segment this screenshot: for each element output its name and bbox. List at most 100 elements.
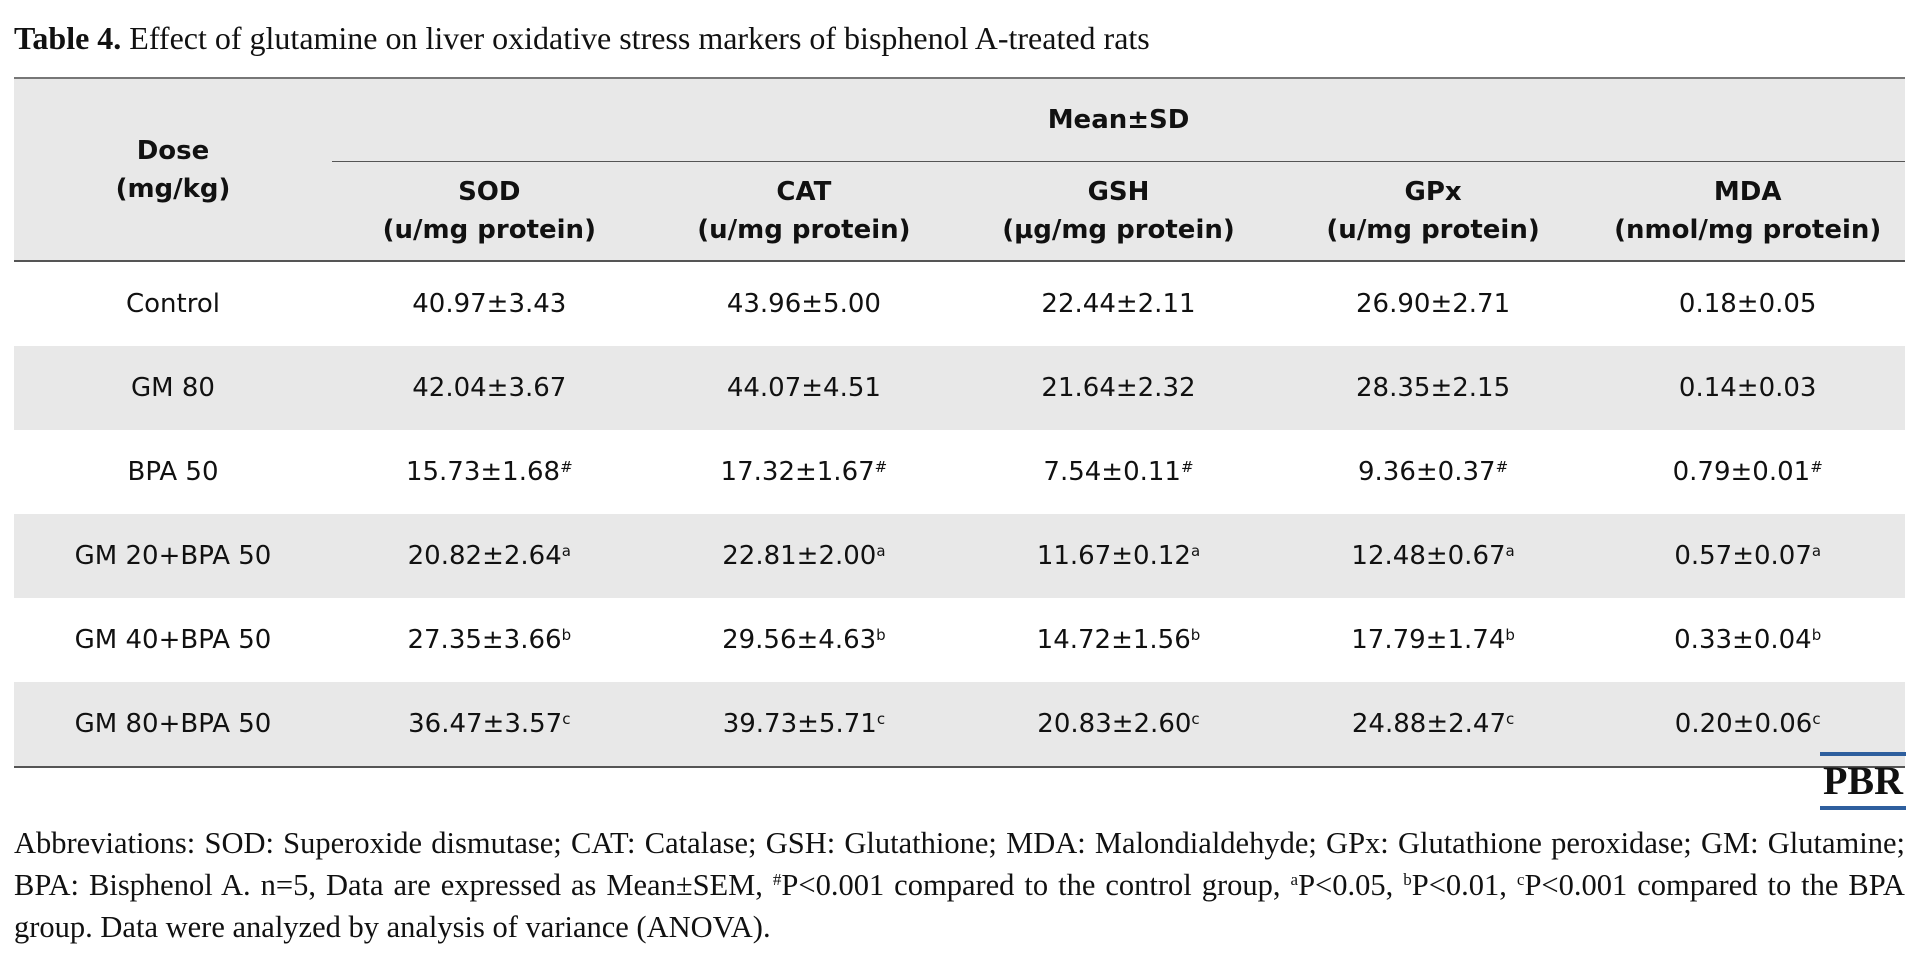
value-text: 0.33±0.04: [1674, 625, 1812, 655]
value-text: 26.90±2.71: [1356, 289, 1511, 319]
significance-marker: b: [561, 626, 572, 644]
value-text: 27.35±3.66: [407, 625, 562, 655]
value-text: 22.81±2.00: [722, 541, 877, 571]
dose-cell: GM 80: [14, 346, 332, 430]
footnote-text-5: P<0.001 compared to the BPA group. Data …: [14, 868, 1905, 944]
value-cell: 28.35±2.15: [1275, 346, 1591, 430]
caption-label: Table 4.: [14, 20, 122, 56]
value-cell: 0.57±0.07a: [1590, 514, 1906, 598]
value-cell: 17.79±1.74b: [1276, 598, 1591, 682]
value-text: 0.57±0.07: [1674, 541, 1812, 571]
dose-header-title: Dose: [136, 135, 210, 166]
value-text: 44.07±4.51: [726, 373, 881, 403]
dose-cell: Control: [126, 289, 220, 319]
footnote-text-3: P<0.05,: [1298, 868, 1404, 902]
value-cell: 36.47±3.57c: [332, 682, 647, 768]
dose-cell: BPA 50: [127, 457, 219, 487]
data-table-container: Dose (mg/kg) Mean±SD SOD (u/mg protein) CA…: [14, 77, 1906, 768]
column-header-cat: CAT (u/mg protein): [646, 161, 962, 262]
value-cell: 0.14±0.03: [1590, 346, 1906, 430]
table-row: GM 20+BPA 50 20.82±2.64a 22.81±2.00a 11.67±…: [14, 514, 1906, 598]
footnote-text-4: P<0.01,: [1411, 868, 1517, 902]
value-text: 9.36±0.37: [1358, 457, 1496, 487]
column-unit: (u/mg protein): [697, 215, 911, 245]
footnote-text-1: Abbreviations: SOD: Superoxide dismutase…: [14, 826, 1905, 902]
significance-marker: #: [560, 458, 573, 476]
column-unit: (u/mg protein): [382, 215, 596, 245]
value-cell: 15.73±1.68#: [332, 430, 647, 514]
value-text: 17.79±1.74: [1351, 625, 1506, 655]
logo-text: PBR: [1823, 758, 1903, 803]
value-cell: 7.54±0.11#: [961, 430, 1276, 514]
column-header-sod: SOD (u/mg protein): [332, 161, 647, 262]
logo-bottom-bar: [1820, 806, 1906, 810]
value-text: 28.35±2.15: [1356, 373, 1511, 403]
value-text: 24.88±2.47: [1351, 709, 1506, 739]
table-body: Control 40.97±3.43 43.96±5.00 22.44±2.11 26.…: [14, 261, 1906, 768]
value-text: 20.82±2.64: [407, 541, 562, 571]
value-text: 39.73±5.71: [722, 709, 877, 739]
value-cell: 17.32±1.67#: [647, 430, 962, 514]
dose-header-unit: (mg/kg): [115, 173, 231, 204]
significance-marker: b: [876, 626, 886, 644]
significance-marker: #: [1810, 458, 1823, 476]
value-text: 29.56±4.63: [722, 625, 877, 655]
caption-text: Effect of glutamine on liver oxidative s…: [129, 20, 1150, 56]
footnote-text-2: P<0.001 compared to the control group,: [781, 868, 1291, 902]
significance-marker: a: [1811, 542, 1822, 560]
significance-marker: b: [1811, 626, 1822, 644]
dose-cell: GM 20+BPA 50: [14, 514, 332, 598]
significance-marker: a: [1190, 542, 1201, 560]
significance-marker: b: [1505, 626, 1515, 644]
value-text: 42.04±3.67: [412, 373, 567, 403]
value-cell: 42.04±3.67: [332, 346, 647, 430]
table-footnote: Abbreviations: SOD: Superoxide dismutase…: [14, 822, 1905, 948]
significance-marker: c: [1506, 710, 1515, 728]
mean-sd-group-header: Mean±SD: [332, 78, 1906, 162]
value-cell: 12.48±0.67a: [1275, 514, 1591, 598]
significance-marker: c: [1191, 710, 1200, 728]
significance-marker: #: [1495, 458, 1509, 476]
significance-marker: #: [874, 458, 888, 476]
value-cell: 22.81±2.00a: [646, 514, 962, 598]
significance-marker: c: [876, 710, 886, 728]
value-text: 0.14±0.03: [1678, 373, 1817, 403]
value-cell: 20.83±2.60c: [961, 682, 1276, 768]
table-row: GM 40+BPA 50 27.35±3.66b 29.56±4.63b 14.72±…: [14, 598, 1905, 682]
value-text: 0.20±0.06: [1674, 709, 1813, 739]
significance-marker: a: [1505, 542, 1515, 560]
significance-marker: c: [562, 710, 571, 728]
column-name: GSH: [1087, 177, 1150, 207]
significance-marker: a: [876, 542, 886, 560]
value-text: 21.64±2.32: [1041, 373, 1196, 403]
value-cell: 24.88±2.47c: [1275, 682, 1591, 768]
value-cell: 0.18±0.05: [1590, 261, 1905, 346]
oxidative-stress-table: Dose (mg/kg) Mean±SD SOD (u/mg protein) CA…: [14, 77, 1906, 768]
dose-cell: GM 80+BPA 50: [14, 682, 332, 768]
column-header-row: SOD (u/mg protein) CAT (u/mg protein) GSH (µg…: [14, 161, 1906, 262]
value-cell: 44.07±4.51: [646, 346, 962, 430]
value-text: 15.73±1.68: [405, 457, 561, 487]
significance-marker: b: [1190, 626, 1201, 644]
column-name: SOD: [458, 177, 521, 207]
value-cell: 39.73±5.71c: [646, 682, 962, 768]
column-name: CAT: [776, 177, 832, 207]
footnote-marker-c: c: [1516, 870, 1525, 889]
column-header-gpx: GPx (u/mg protein): [1275, 161, 1591, 262]
value-text: 17.32±1.67: [720, 457, 875, 487]
value-text: 22.44±2.11: [1041, 289, 1196, 319]
table-row: Control 40.97±3.43 43.96±5.00 22.44±2.11 26.…: [14, 261, 1905, 346]
pbr-logo: PBR: [1820, 752, 1906, 810]
column-name: GPx: [1404, 177, 1462, 207]
footnote-marker-hash: #: [772, 870, 782, 889]
value-cell: 22.44±2.11: [961, 261, 1276, 346]
table-caption: Table 4. Effect of glutamine on liver ox…: [14, 18, 1904, 58]
value-cell: 14.72±1.56b: [961, 598, 1276, 682]
column-header-gsh: GSH (µg/mg protein): [961, 161, 1276, 262]
footnote-marker-b: b: [1403, 870, 1412, 889]
logo-top-bar: [1820, 752, 1906, 756]
dose-cell: GM 40+BPA 50: [74, 625, 272, 655]
dose-header: Dose (mg/kg): [14, 78, 332, 262]
value-cell: 27.35±3.66b: [332, 598, 647, 682]
value-text: 11.67±0.12: [1036, 541, 1191, 571]
